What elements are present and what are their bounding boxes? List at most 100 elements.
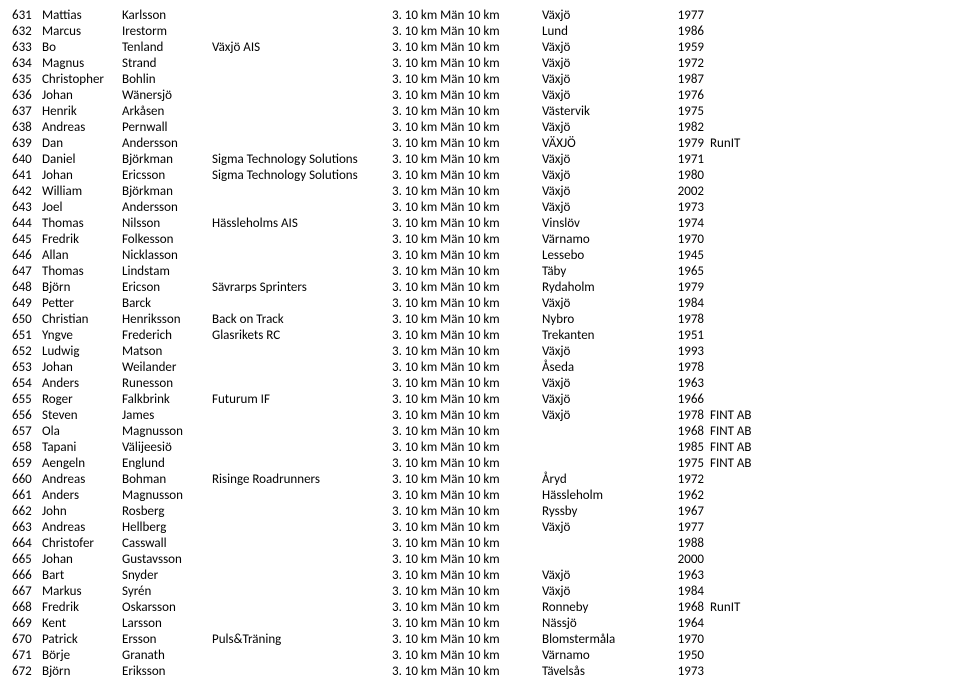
row-number: 643 [12,200,42,216]
club-name [212,568,392,584]
event-name: 3. 10 km Män 10 km [392,8,542,24]
note [704,312,770,328]
club-name [212,136,392,152]
row-number: 634 [12,56,42,72]
birth-year: 1986 [664,24,704,40]
table-row: 658TapaniVälijeesiö3. 10 km Män 10 km198… [12,440,947,456]
row-number: 661 [12,488,42,504]
event-name: 3. 10 km Män 10 km [392,184,542,200]
note [704,568,770,584]
event-name: 3. 10 km Män 10 km [392,664,542,680]
first-name: Christofer [42,536,122,552]
last-name: Arkåsen [122,104,212,120]
last-name: Bohlin [122,72,212,88]
row-number: 647 [12,264,42,280]
event-name: 3. 10 km Män 10 km [392,632,542,648]
event-name: 3. 10 km Män 10 km [392,104,542,120]
note [704,328,770,344]
birth-year: 1984 [664,584,704,600]
table-row: 640DanielBjörkmanSigma Technology Soluti… [12,152,947,168]
first-name: Aengeln [42,456,122,472]
club-name [212,648,392,664]
row-number: 641 [12,168,42,184]
row-number: 652 [12,344,42,360]
event-name: 3. 10 km Män 10 km [392,328,542,344]
first-name: Bart [42,568,122,584]
club-name: Risinge Roadrunners [212,472,392,488]
table-row: 671BörjeGranath3. 10 km Män 10 kmVärnamo… [12,648,947,664]
place-name: Lund [542,24,664,40]
birth-year: 1976 [664,88,704,104]
place-name: Växjö [542,296,664,312]
first-name: Anders [42,488,122,504]
birth-year: 2000 [664,552,704,568]
row-number: 635 [12,72,42,88]
last-name: Eriksson [122,664,212,680]
note [704,616,770,632]
place-name: Växjö [542,184,664,200]
first-name: Björn [42,664,122,680]
birth-year: 1973 [664,200,704,216]
note [704,344,770,360]
note [704,392,770,408]
first-name: Björn [42,280,122,296]
event-name: 3. 10 km Män 10 km [392,472,542,488]
table-row: 657OlaMagnusson3. 10 km Män 10 km1968FIN… [12,424,947,440]
table-row: 635ChristopherBohlin3. 10 km Män 10 kmVä… [12,72,947,88]
table-row: 665JohanGustavsson3. 10 km Män 10 km2000 [12,552,947,568]
event-name: 3. 10 km Män 10 km [392,232,542,248]
last-name: Ericson [122,280,212,296]
club-name [212,536,392,552]
place-name: Växjö [542,56,664,72]
event-name: 3. 10 km Män 10 km [392,120,542,136]
place-name: Nybro [542,312,664,328]
table-row: 661AndersMagnusson3. 10 km Män 10 kmHäss… [12,488,947,504]
event-name: 3. 10 km Män 10 km [392,392,542,408]
club-name: Hässleholms AIS [212,216,392,232]
place-name: Värnamo [542,648,664,664]
row-number: 668 [12,600,42,616]
birth-year: 1979 [664,136,704,152]
event-name: 3. 10 km Män 10 km [392,584,542,600]
table-row: 656StevenJames3. 10 km Män 10 kmVäxjö197… [12,408,947,424]
place-name: Åryd [542,472,664,488]
note [704,152,770,168]
club-name [212,584,392,600]
note [704,24,770,40]
note: FINT AB [704,440,770,456]
note [704,200,770,216]
row-number: 651 [12,328,42,344]
event-name: 3. 10 km Män 10 km [392,600,542,616]
last-name: Tenland [122,40,212,56]
last-name: Irestorm [122,24,212,40]
club-name [212,424,392,440]
first-name: Henrik [42,104,122,120]
table-row: 663AndreasHellberg3. 10 km Män 10 kmVäxj… [12,520,947,536]
note [704,280,770,296]
table-row: 666BartSnyder3. 10 km Män 10 kmVäxjö1963 [12,568,947,584]
row-number: 653 [12,360,42,376]
event-name: 3. 10 km Män 10 km [392,40,542,56]
last-name: Runesson [122,376,212,392]
first-name: Kent [42,616,122,632]
table-row: 672BjörnEriksson3. 10 km Män 10 kmTävels… [12,664,947,680]
table-row: 631MattiasKarlsson3. 10 km Män 10 kmVäxj… [12,8,947,24]
event-name: 3. 10 km Män 10 km [392,520,542,536]
birth-year: 1971 [664,152,704,168]
row-number: 639 [12,136,42,152]
birth-year: 1968 [664,600,704,616]
table-row: 645FredrikFolkesson3. 10 km Män 10 kmVär… [12,232,947,248]
last-name: Rosberg [122,504,212,520]
event-name: 3. 10 km Män 10 km [392,440,542,456]
table-row: 668FredrikOskarsson3. 10 km Män 10 kmRon… [12,600,947,616]
birth-year: 1978 [664,408,704,424]
club-name [212,376,392,392]
event-name: 3. 10 km Män 10 km [392,488,542,504]
last-name: Englund [122,456,212,472]
table-row: 647ThomasLindstam3. 10 km Män 10 kmTäby1… [12,264,947,280]
club-name: Back on Track [212,312,392,328]
last-name: Magnusson [122,488,212,504]
table-row: 662JohnRosberg3. 10 km Män 10 kmRyssby19… [12,504,947,520]
note [704,168,770,184]
birth-year: 1975 [664,456,704,472]
